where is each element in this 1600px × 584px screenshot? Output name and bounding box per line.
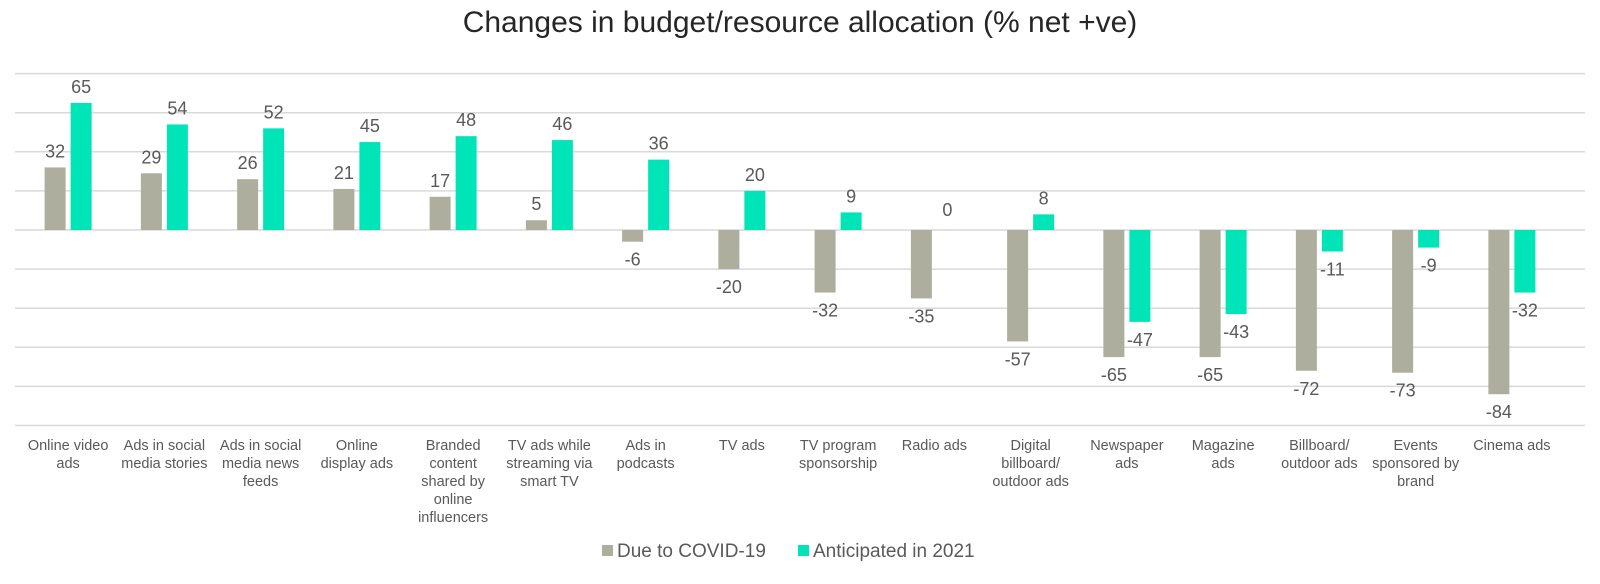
data-label: -84 bbox=[1486, 402, 1512, 422]
category-label: Radio ads bbox=[902, 438, 967, 454]
legend-label-2021: Anticipated in 2021 bbox=[813, 541, 975, 562]
bar-covid bbox=[525, 220, 547, 230]
bar-covid bbox=[237, 179, 259, 230]
category-label: Newspaper ads bbox=[1090, 438, 1164, 472]
data-label: 17 bbox=[430, 171, 450, 191]
bar-covid bbox=[333, 188, 355, 230]
bar-2021 bbox=[1514, 230, 1536, 293]
data-label: -6 bbox=[625, 250, 641, 270]
bar-covid bbox=[1199, 230, 1221, 358]
bar-covid bbox=[1488, 230, 1510, 395]
data-label: 20 bbox=[745, 165, 765, 185]
data-label: 21 bbox=[334, 163, 354, 183]
data-label: -57 bbox=[1005, 349, 1031, 369]
data-label: -73 bbox=[1390, 381, 1416, 401]
legend-label-covid: Due to COVID-19 bbox=[617, 541, 766, 562]
category-label: TV ads bbox=[719, 438, 765, 454]
legend: Due to COVID-19 Anticipated in 2021 bbox=[602, 541, 975, 562]
data-label: 5 bbox=[531, 194, 541, 214]
category-label: Digital billboard/outdoor ads bbox=[992, 438, 1069, 490]
data-label: 46 bbox=[552, 114, 572, 134]
data-label: -65 bbox=[1101, 365, 1127, 385]
bar-covid bbox=[1007, 230, 1029, 342]
category-label: Ads in podcasts bbox=[617, 438, 675, 472]
data-label: 32 bbox=[45, 141, 65, 161]
data-label: -43 bbox=[1223, 322, 1249, 342]
data-label: 26 bbox=[238, 153, 258, 173]
category-labels: Online video ads Ads in social media storie… bbox=[28, 438, 1551, 526]
category-label: Ads in social media news feeds bbox=[220, 438, 301, 490]
data-label: -35 bbox=[908, 306, 934, 326]
data-label: -32 bbox=[1512, 301, 1538, 321]
data-label: -32 bbox=[812, 301, 838, 321]
bar-2021 bbox=[1225, 230, 1247, 315]
bar-2021 bbox=[1033, 214, 1055, 230]
bar-2021 bbox=[263, 128, 285, 230]
bar-2021 bbox=[455, 136, 477, 230]
category-label: Branded content shared by online influencers bbox=[418, 438, 488, 526]
legend-swatch-covid bbox=[602, 545, 613, 556]
data-labels: 32 65 29 54 26 52 21 45 17 48 5 46 -6 36 -20 20 -32 9 -35 0… bbox=[45, 77, 1538, 422]
bar-2021 bbox=[1321, 230, 1343, 252]
bars bbox=[44, 102, 1536, 395]
bar-2021 bbox=[1129, 230, 1151, 322]
bar-covid bbox=[910, 230, 932, 299]
data-label: 8 bbox=[1039, 188, 1049, 208]
bar-covid bbox=[814, 230, 836, 293]
data-label: 9 bbox=[846, 186, 856, 206]
data-label: 65 bbox=[71, 77, 91, 97]
bar-covid bbox=[622, 230, 644, 242]
data-label: 0 bbox=[942, 200, 952, 220]
category-label: Magazine ads bbox=[1192, 438, 1255, 472]
category-label: Billboard/outdoor ads bbox=[1281, 438, 1358, 472]
data-label: 48 bbox=[456, 110, 476, 130]
bar-covid bbox=[1103, 230, 1125, 358]
data-label: -72 bbox=[1293, 379, 1319, 399]
bar-covid bbox=[1392, 230, 1414, 373]
bar-2021 bbox=[1418, 230, 1440, 248]
bar-2021 bbox=[551, 140, 573, 230]
bar-2021 bbox=[840, 212, 862, 230]
bar-covid bbox=[140, 173, 162, 230]
bar-covid bbox=[718, 230, 740, 270]
bar-2021 bbox=[359, 142, 381, 230]
category-label: Online video ads bbox=[28, 438, 109, 472]
data-label: 45 bbox=[360, 116, 380, 136]
bar-2021 bbox=[166, 124, 188, 230]
data-label: -11 bbox=[1320, 260, 1345, 280]
bar-2021 bbox=[70, 102, 92, 230]
data-label: -47 bbox=[1127, 330, 1153, 350]
data-label: -20 bbox=[716, 277, 742, 297]
data-label: 36 bbox=[649, 134, 669, 154]
data-label: -65 bbox=[1197, 365, 1223, 385]
category-label: TV ads while streaming via smart TV bbox=[506, 438, 593, 490]
legend-swatch-2021 bbox=[798, 545, 809, 556]
gridlines bbox=[15, 72, 1585, 427]
data-label: 52 bbox=[264, 102, 284, 122]
data-label: 29 bbox=[141, 147, 161, 167]
data-label: -9 bbox=[1421, 256, 1437, 276]
category-label: TV program sponsorship bbox=[799, 438, 877, 472]
category-label: Online display ads bbox=[321, 438, 394, 472]
bar-2021 bbox=[744, 190, 766, 230]
bar-covid bbox=[429, 196, 451, 230]
data-label: 54 bbox=[167, 98, 187, 118]
category-label: Events sponsored by brand bbox=[1372, 438, 1460, 490]
bar-2021 bbox=[648, 159, 670, 230]
chart-title: Changes in budget/resource allocation (%… bbox=[463, 6, 1138, 39]
category-label: Cinema ads bbox=[1473, 438, 1550, 454]
bar-covid bbox=[44, 167, 66, 230]
bar-covid bbox=[1295, 230, 1317, 371]
category-label: Ads in social media stories bbox=[121, 438, 207, 472]
